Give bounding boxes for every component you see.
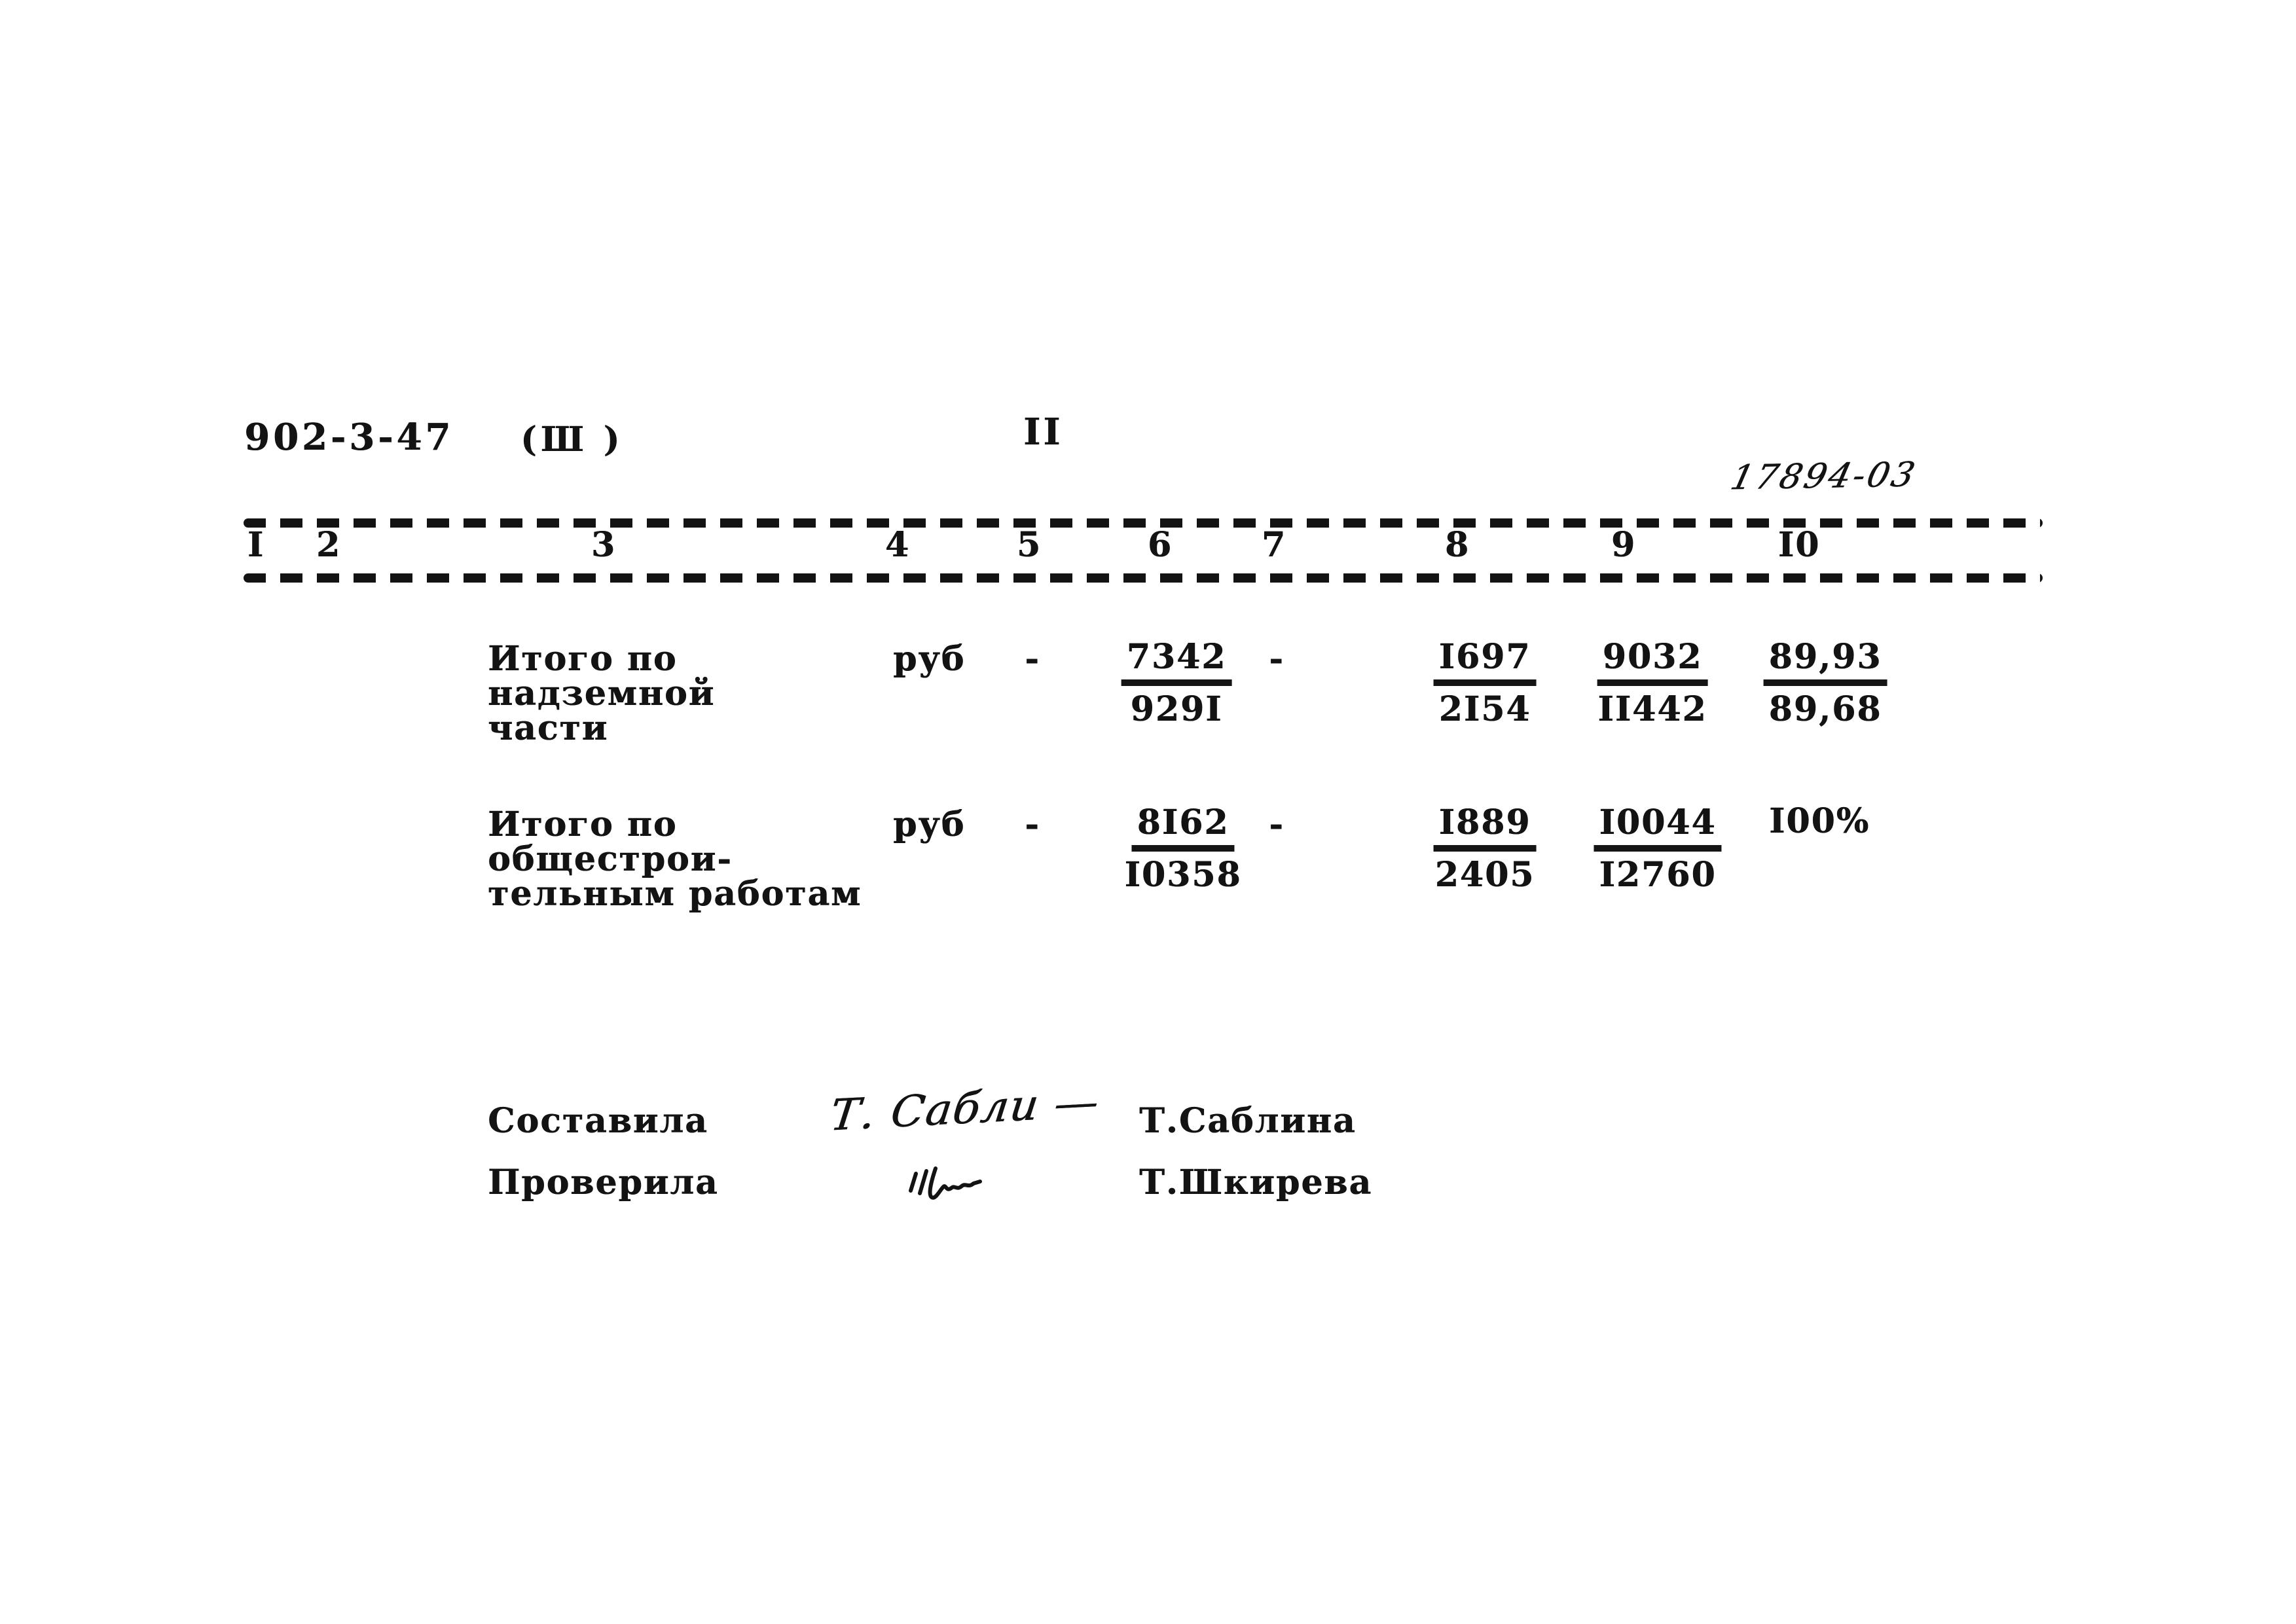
composed-by-name: Т.Саблина [1139, 1101, 1357, 1141]
column-number-9: 9 [1611, 525, 1637, 565]
cell-fraction-col9: I0044 I2760 [1594, 806, 1722, 895]
cell-dash-col7: - [1269, 639, 1285, 679]
column-number-10: I0 [1777, 525, 1821, 565]
cell-fraction-col9: 9032 II442 [1597, 640, 1708, 727]
fraction-denominator: II442 [1597, 689, 1707, 729]
handwritten-inventory-number: 17894-03 [1726, 455, 1921, 498]
composed-by-label: Составила [488, 1101, 708, 1141]
fraction-denominator: 2I54 [1438, 689, 1531, 729]
column-number-2: 2 [316, 525, 342, 565]
row-label: Итого по общестрои- тельным работам [488, 804, 862, 914]
fraction-numerator: I0044 [1594, 806, 1722, 852]
column-number-7: 7 [1261, 525, 1287, 565]
page-number: II [1023, 410, 1063, 454]
series-stage-mark: (Ш ) [520, 420, 624, 460]
cell-fraction-col8: I697 2I54 [1433, 640, 1537, 729]
fraction-numerator: 8I62 [1131, 806, 1235, 852]
fraction-numerator: I889 [1433, 806, 1537, 852]
cell-fraction-col8: I889 2405 [1433, 806, 1537, 895]
cell-dash-col5: - [1025, 804, 1040, 844]
checked-signature-squiggle-icon [909, 1166, 982, 1200]
fraction-denominator: I0358 [1124, 855, 1242, 895]
cell-dash-col5: - [1025, 639, 1040, 679]
document-series-number: 902-3-47 [244, 416, 454, 459]
fraction-denominator: 2405 [1434, 855, 1535, 895]
row-label: Итого по надземной части [488, 639, 716, 748]
column-number-6: 6 [1147, 525, 1173, 565]
row-unit: руб [893, 639, 966, 679]
checked-by-name: Т.Шкирева [1139, 1163, 1373, 1202]
fraction-denominator: I2760 [1599, 855, 1717, 895]
column-number-1: I [247, 525, 265, 565]
composed-signature: Т. Сабли — [827, 1076, 1102, 1141]
cell-fraction-col10: 89,93 89,68 [1763, 640, 1887, 729]
cell-fraction-col6: 7342 929I [1121, 640, 1232, 727]
cell-value-col10: I00% [1768, 801, 1870, 841]
fraction-numerator: 7342 [1121, 640, 1232, 686]
column-number-5: 5 [1016, 525, 1042, 565]
column-number-4: 4 [884, 525, 911, 565]
column-number-8: 8 [1444, 525, 1470, 565]
checked-by-label: Проверила [488, 1163, 719, 1202]
table-header-bottom-border [244, 573, 2043, 583]
fraction-numerator: I697 [1433, 640, 1537, 686]
cell-fraction-col6: 8I62 I0358 [1124, 806, 1241, 892]
column-number-3: 3 [591, 525, 617, 565]
fraction-numerator: 89,93 [1763, 640, 1887, 686]
fraction-denominator: 89,68 [1768, 689, 1882, 729]
fraction-numerator: 9032 [1597, 640, 1708, 686]
cell-dash-col7: - [1269, 804, 1285, 844]
table-header-top-border [244, 518, 2043, 528]
fraction-denominator: 929I [1130, 689, 1223, 729]
row-unit: руб [893, 804, 966, 844]
